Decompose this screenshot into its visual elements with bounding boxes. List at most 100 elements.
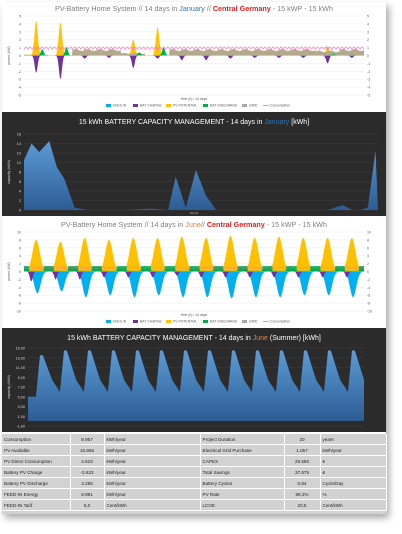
cell-value-right: 1.057	[284, 444, 321, 456]
cell-unit-left: kWh/year	[104, 488, 201, 500]
table-row: FEED-IN Energy 8.981 kWh/year PV Rate 88,2%%	[2, 488, 387, 500]
cell-value-right: 88,2%	[284, 488, 321, 500]
legend-entry: PV POTENTIAL	[173, 320, 197, 324]
cell-label-right: Project Duration	[200, 434, 285, 445]
cell-unit-left: kWh/year	[104, 444, 201, 456]
cell-value-right: 37.675	[284, 466, 321, 478]
y-tick-label: -1,00	[16, 425, 25, 429]
table-row: Battery PV Discharge 3.285 kWh/year Battery…	[2, 477, 387, 489]
series-capacity	[24, 141, 378, 210]
y-tick-label: 11,00	[16, 366, 25, 370]
january-capacity-svg: 15 kWh BATTERY CAPACITY MANAGEMENT - 14 …	[7, 119, 378, 215]
cell-label-left: FEED-IN Tarif	[2, 499, 71, 511]
cell-value-left: 8.957	[70, 434, 105, 445]
cell-unit-left: Cent/kWh	[104, 499, 201, 511]
june-power-chart: PV-Battery Home System // 14 days in Jun…	[2, 218, 386, 326]
legend-swatch	[133, 104, 138, 107]
y-axis-label: capacity (kWh)	[7, 375, 11, 399]
cell-unit-right: Cent/kWh	[320, 499, 387, 511]
y-tick-label: 1,00	[18, 415, 25, 419]
y-axis-label: power (kW)	[7, 262, 11, 280]
cell-label-left: PV Direct Consumption	[2, 455, 71, 467]
y-tick-label: 8	[19, 238, 21, 242]
june-capacity-svg: 15 kWh BATTERY CAPACITY MANAGEMENT - 14 …	[7, 335, 364, 429]
legend-swatch	[166, 104, 171, 107]
chart-title: 15 kWh BATTERY CAPACITY MANAGEMENT - 14 …	[79, 119, 309, 126]
cell-unit-right: years	[320, 434, 387, 445]
legend-entry: BAT CHARGE	[140, 320, 162, 324]
y-tick-label-right: 3	[367, 30, 369, 34]
legend-swatch	[106, 320, 111, 323]
y-tick-label-right: 6	[367, 246, 369, 250]
y-tick-label: 1	[19, 46, 21, 50]
table-row: Battery PV Charge -3.633 kWh/year Total Sav…	[2, 466, 387, 478]
legend-entry: GRID	[249, 320, 258, 324]
y-tick-label: 10	[17, 161, 21, 165]
y-tick-label: 13,00	[15, 356, 25, 360]
cell-value-left: 3.285	[70, 477, 105, 489]
table-row: PV Available 16.866 kWh/year Electrical Gri…	[2, 444, 387, 456]
y-tick-label: 14	[17, 142, 21, 146]
y-tick-label-right: 0	[367, 54, 369, 58]
y-axis-label: capacity (kWh)	[7, 160, 11, 184]
y-tick-label: 5,00	[18, 395, 25, 399]
y-tick-label-right: 4	[367, 22, 369, 26]
series-consumption	[23, 46, 365, 51]
series-consumption	[23, 266, 365, 270]
cell-label-left: PV Available	[2, 444, 71, 456]
y-tick-label: 16	[17, 133, 21, 137]
y-tick-label-right: -3	[367, 78, 370, 82]
y-tick-label: 7,00	[18, 386, 25, 390]
x-axis-label: time (h) / 14 days	[181, 97, 207, 101]
y-tick-label: 2	[19, 262, 21, 266]
y-tick-label-right: -6	[367, 294, 370, 298]
legend-swatch	[203, 320, 208, 323]
y-tick-label-right: 8	[367, 238, 369, 242]
cell-value-left: 4.615	[70, 455, 105, 467]
cell-value-right: 20,5	[284, 499, 321, 511]
legend-entry: GRID	[249, 104, 258, 108]
y-tick-label: -1	[18, 62, 21, 66]
y-tick-label: -10	[16, 310, 21, 314]
y-tick-label: 0	[19, 270, 21, 274]
y-tick-label: 4	[19, 190, 21, 194]
y-tick-label: 2	[19, 199, 21, 203]
y-tick-label-right: -2	[367, 278, 370, 282]
y-tick-label: -4	[18, 286, 21, 290]
summary-table: Consumption 8.957 kWh/year Project Duration…	[2, 434, 387, 514]
series-bat-charge	[24, 55, 364, 80]
y-tick-label-right: 4	[367, 254, 369, 258]
y-tick-label-right: 1	[367, 46, 369, 50]
y-tick-label: 6	[19, 180, 21, 184]
y-tick-label: 9,00	[18, 376, 25, 380]
y-tick-label: 8	[19, 171, 21, 175]
legend-swatch	[242, 320, 247, 323]
y-tick-label: -2	[18, 278, 21, 282]
y-tick-label-right: -4	[367, 286, 370, 290]
legend-swatch	[203, 104, 208, 107]
y-tick-label: 15,00	[15, 347, 25, 351]
table-row: PV Direct Consumption 4.615 kWh/year CAPEX 2…	[2, 455, 387, 467]
cell-unit-left: kWh/year	[104, 434, 201, 445]
january-power-svg: PV-Battery Home System // 14 days in Jan…	[7, 4, 370, 108]
legend-swatch	[106, 104, 111, 107]
y-tick-label: 12	[17, 152, 21, 156]
y-tick-label: 0	[19, 209, 21, 213]
cell-unit-left: kWh/year	[104, 455, 201, 467]
cell-label-right: CAPEX	[200, 455, 285, 467]
legend-entry: FEED IN	[113, 104, 127, 108]
table-row: FEED-IN Tarif 5,0 Cent/kWh LCOE 20,5 Cent/kWh	[2, 499, 387, 511]
legend-entry: BAT CHARGE	[140, 104, 162, 108]
cell-value-left: 8.981	[70, 488, 105, 500]
y-tick-label-right: -8	[367, 302, 370, 306]
legend-swatch	[242, 104, 247, 107]
cell-unit-left: kWh/year	[104, 466, 201, 478]
y-tick-label-right: -4	[367, 86, 370, 90]
cell-label-left: FEED-IN Energy	[2, 488, 71, 500]
cell-label-right: Electrical Grid Purchase	[200, 444, 285, 456]
x-axis-label: Zeit (h)	[190, 211, 198, 215]
january-power-chart: PV-Battery Home System // 14 days in Jan…	[2, 2, 386, 110]
chart-title: PV-Battery Home System // 14 days in Jan…	[55, 4, 333, 13]
cell-unit-right: kWh/year	[320, 444, 387, 456]
y-tick-label: -2	[18, 70, 21, 74]
